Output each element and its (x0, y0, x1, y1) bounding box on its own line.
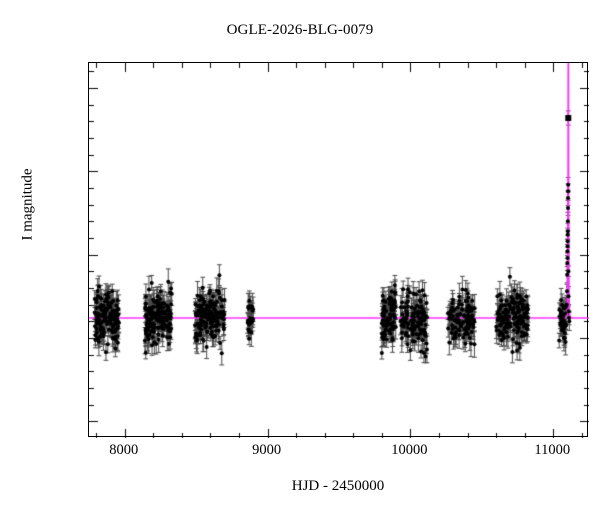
x-tick-label: 9000 (252, 442, 282, 458)
light-curve-canvas (89, 63, 589, 438)
x-tick-label: 8000 (109, 442, 139, 458)
page-title: OGLE-2026-BLG-0079 (226, 22, 374, 38)
y-axis-label: I magnitude (19, 168, 36, 241)
plot-area (88, 62, 589, 438)
x-axis-label: HJD - 2450000 (291, 478, 385, 494)
x-tick-label: 10000 (391, 442, 428, 458)
x-tick-label: 11000 (534, 442, 571, 458)
